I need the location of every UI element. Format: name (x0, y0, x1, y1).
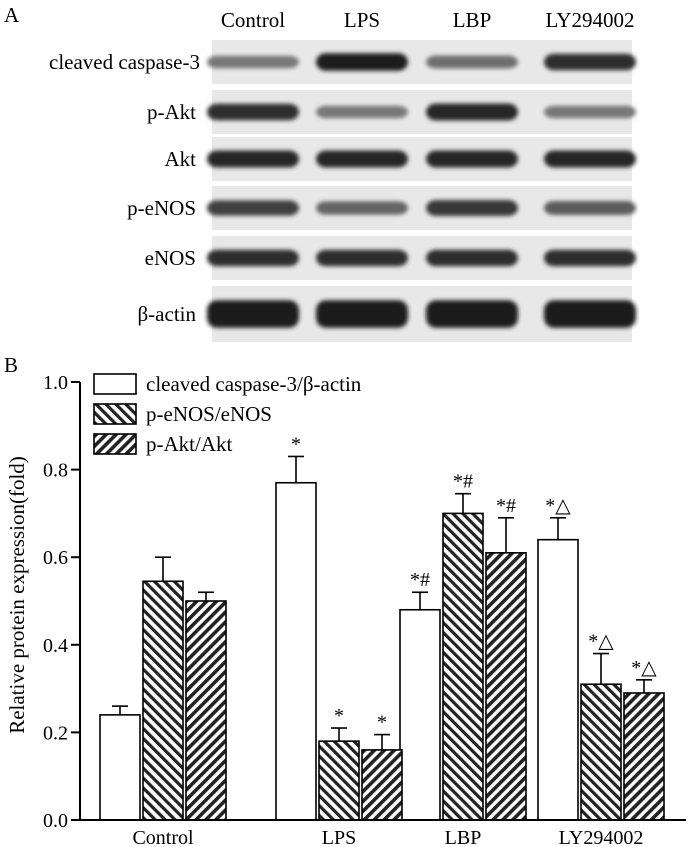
legend: cleaved caspase-3/β-actin p-eNOS/eNOS p-Ak… (93, 372, 362, 456)
blot-band (207, 103, 299, 121)
x-tick-label: LBP (445, 827, 482, 847)
blot-band (316, 300, 408, 328)
significance-mark: * (334, 705, 344, 727)
bar-chart: B Relative protein expression(fold) 0.00… (4, 353, 686, 847)
blot-row-label: p-Akt (147, 100, 196, 124)
legend-label: cleaved caspase-3/β-actin (146, 372, 362, 396)
y-tick-label: 0.2 (43, 722, 68, 744)
significance-mark: *# (496, 495, 516, 517)
significance-mark: *△ (631, 657, 657, 679)
blot-band (207, 249, 299, 267)
x-tick-label: LY294002 (559, 827, 644, 847)
bar (580, 683, 622, 821)
y-axis-title: Relative protein expression(fold) (5, 456, 29, 734)
y-tick-label: 0.0 (43, 810, 68, 832)
x-tick-label: LPS (322, 827, 356, 847)
lane-label: LPS (344, 8, 380, 32)
blot-band (207, 200, 299, 216)
blot-band (426, 200, 518, 216)
y-tick-label: 0.8 (43, 460, 68, 482)
blot-band (544, 53, 636, 71)
blot-band (544, 249, 636, 267)
bar (318, 740, 360, 821)
y-tick-label: 0.4 (43, 635, 68, 657)
bar (623, 692, 665, 821)
lane-label: LBP (453, 8, 492, 32)
blot-band (207, 55, 299, 69)
significance-mark: *# (453, 471, 473, 493)
bar-series-0: * *# *△ (99, 433, 579, 821)
legend-label: p-eNOS/eNOS (146, 402, 272, 426)
blot-row-label: Akt (165, 147, 197, 171)
bar (442, 512, 484, 821)
blot-band (316, 105, 408, 119)
bar (485, 552, 527, 821)
blot-band (426, 249, 518, 267)
blot-row-label: p-eNOS (127, 196, 196, 220)
blot-row: eNOS (145, 236, 636, 280)
blot-band (426, 300, 518, 328)
bar (275, 481, 317, 821)
lane-labels: Control LPS LBP LY294002 (221, 8, 635, 32)
legend-swatch (93, 433, 137, 455)
significance-mark: *# (410, 569, 430, 591)
blot-band (426, 103, 518, 121)
panel-a-letter: A (4, 3, 20, 27)
blot-row-label: cleaved caspase-3 (49, 50, 200, 74)
legend-swatch (93, 403, 137, 425)
blot-row: p-eNOS (127, 186, 636, 230)
legend-label: p-Akt/Akt (146, 432, 232, 456)
x-axis-labels: Control LPS LBP LY294002 (132, 827, 643, 847)
x-tick-label: Control (132, 827, 194, 847)
blot-band (316, 249, 408, 267)
significance-mark: * (377, 712, 387, 734)
significance-mark: *△ (588, 631, 614, 653)
blot-band (316, 201, 408, 215)
y-tick-label: 0.6 (43, 547, 68, 569)
blot-row: cleaved caspase-3 (49, 40, 636, 84)
bar (361, 749, 403, 821)
blot-band (544, 105, 636, 119)
y-tick-label: 1.0 (43, 372, 68, 394)
blot-rows: cleaved caspase-3 p-Akt Akt p-eNOS eNOS β-act… (49, 40, 636, 342)
blot-row: β-actin (138, 286, 636, 342)
blot-band (544, 300, 636, 328)
significance-mark: *△ (545, 495, 571, 517)
legend-item: cleaved caspase-3/β-actin (93, 372, 362, 396)
western-blot-panel: A Control LPS LBP LY294002 cleaved caspase-… (4, 3, 636, 342)
blot-band (207, 150, 299, 168)
legend-item: p-Akt/Akt (93, 432, 232, 456)
bar (537, 538, 579, 821)
panel-b-letter: B (4, 353, 18, 377)
blot-band (426, 150, 518, 168)
bar-series-2: * *# *△ (185, 495, 665, 821)
lane-label: LY294002 (546, 8, 635, 32)
blot-band (544, 150, 636, 168)
significance-mark: * (291, 433, 301, 455)
y-axis-ticks: 0.0 0.2 0.4 0.6 0.8 1.0 (43, 372, 80, 832)
lane-label: Control (221, 8, 285, 32)
blot-row: p-Akt (147, 90, 636, 134)
legend-item: p-eNOS/eNOS (93, 402, 272, 426)
bar (99, 714, 141, 821)
blot-row-label: eNOS (145, 246, 196, 270)
blot-band (544, 201, 636, 215)
blot-row-label: β-actin (138, 302, 197, 326)
blot-band (316, 53, 408, 71)
blot-band (426, 55, 518, 69)
bar (399, 608, 441, 821)
blot-band (316, 150, 408, 168)
blot-row: Akt (165, 137, 636, 181)
bar (185, 600, 227, 821)
legend-swatch (93, 373, 137, 395)
blot-band (207, 300, 299, 328)
bar-series: * *# *△ * *# *△ * *# *△ (99, 433, 665, 821)
bar (142, 580, 184, 821)
